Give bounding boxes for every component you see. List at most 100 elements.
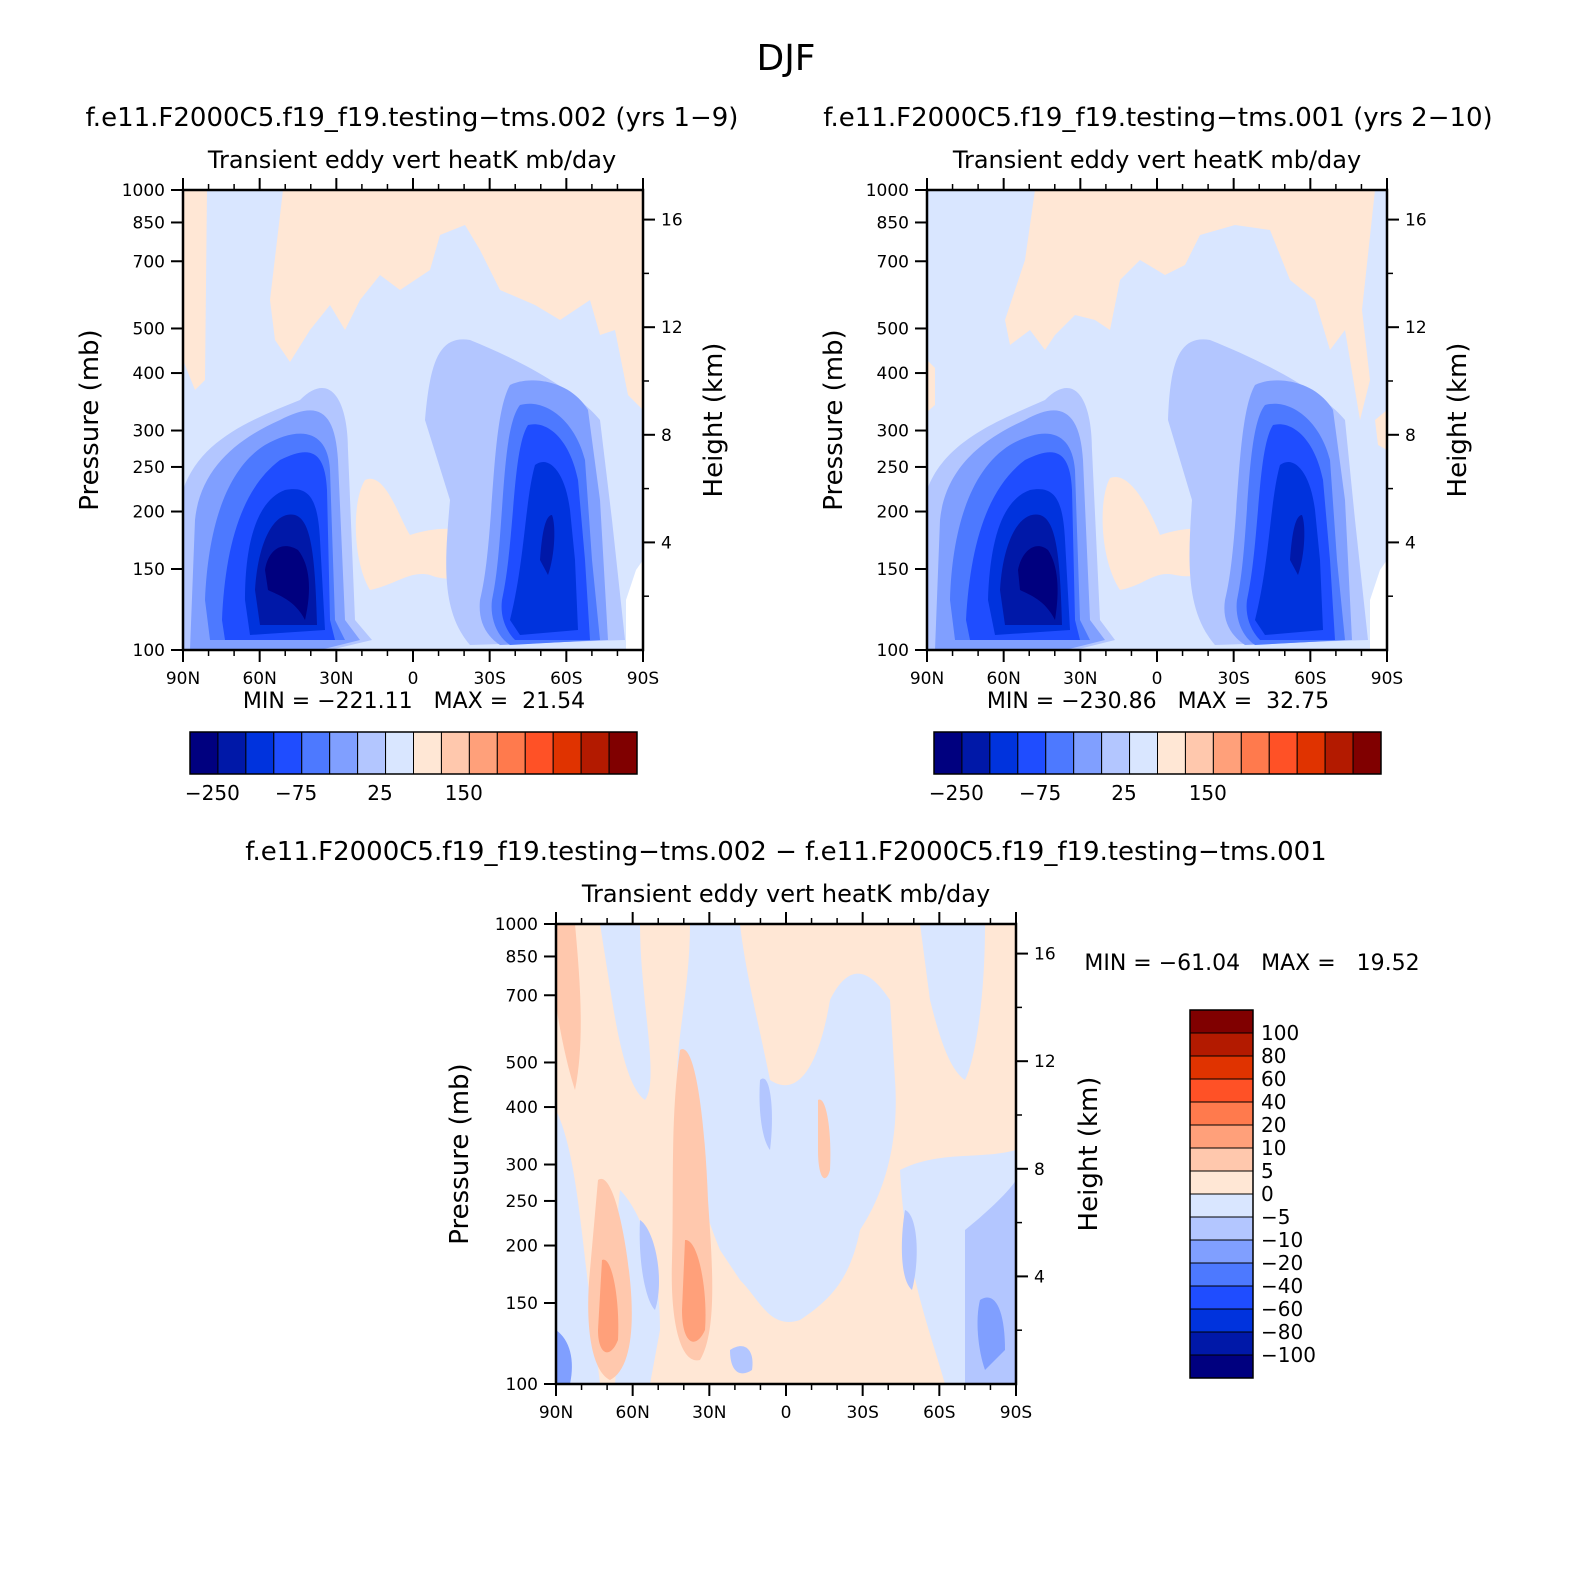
colorbar-swatch: [1189, 1308, 1254, 1333]
case2-axes: 100 150 200 250 300 400 500 700 850 1000 90N 60N 30N…: [866, 178, 1427, 689]
diff-x-tick-label: 0: [781, 1403, 792, 1423]
colorbar-swatch: [1189, 1101, 1254, 1126]
case2-positive-region-upper: [1005, 190, 1375, 420]
case1-y2-tick-label: 12: [661, 318, 683, 338]
case2-positive-region-edge: [1375, 410, 1387, 450]
colorbar-swatch: [989, 731, 1019, 775]
colorbar-swatch: [1189, 1124, 1254, 1149]
colorbar-label: 10: [1261, 1136, 1286, 1160]
colorbar-swatch: [468, 731, 498, 775]
colorbar-swatch: [357, 731, 387, 775]
diff-y-tick-label: 100: [506, 1375, 538, 1395]
case2-sh-jet-contours: [1168, 339, 1368, 645]
diff-y-tick-label: 1000: [495, 915, 538, 935]
colorbar-label: −250: [185, 781, 240, 805]
diff-y2-tick-label: 16: [1034, 945, 1056, 965]
colorbar-swatch: [1189, 1193, 1254, 1218]
colorbar-swatch: [1240, 731, 1270, 775]
colorbar-swatch: [1189, 1331, 1254, 1356]
colorbar-swatch: [273, 731, 303, 775]
case2-case-title: f.e11.F2000C5.f19_f19.testing−tms.001 (y…: [823, 103, 1492, 133]
case1-colorbar: −250 −75 25 150: [185, 731, 638, 805]
case1-positive-region-polar: [183, 190, 207, 390]
case1-plot-title: Transient eddy vert heatK mb/day: [207, 146, 616, 174]
colorbar-swatch: [1189, 1262, 1254, 1287]
case2-y-tick-label: 200: [877, 503, 909, 523]
diff-x-tick-label: 60N: [615, 1403, 649, 1423]
colorbar-swatch: [245, 731, 275, 775]
colorbar-swatch: [1352, 731, 1382, 775]
colorbar-swatch: [1189, 1032, 1254, 1057]
colorbar-swatch: [1268, 731, 1298, 775]
colorbar-swatch: [1045, 731, 1075, 775]
colorbar-swatch: [189, 731, 219, 775]
colorbar-swatch: [608, 731, 638, 775]
colorbar-swatch: [1157, 731, 1186, 775]
colorbar-label: 5: [1261, 1159, 1274, 1183]
diff-y2-tick-label: 8: [1034, 1160, 1045, 1180]
colorbar-label: 20: [1261, 1113, 1286, 1137]
panel-diff: f.e11.F2000C5.f19_f19.testing−tms.002 − …: [245, 837, 1419, 1423]
case2-y-tick-label: 850: [877, 213, 909, 233]
colorbar-label: −100: [1261, 1343, 1316, 1367]
case1-sh-contour-6: [540, 515, 555, 575]
diff-positive-polar: [556, 924, 581, 1090]
case1-sh-jet-contours: [425, 339, 625, 645]
colorbar-swatch: [1184, 731, 1214, 775]
case2-y-tick-label: 300: [877, 422, 909, 442]
case2-x-tick-label: 0: [1152, 669, 1163, 689]
case1-y2-tick-label: 8: [661, 426, 672, 446]
colorbar-swatch: [1212, 731, 1242, 775]
diff-y-tick-label: 300: [506, 1156, 538, 1176]
diff-positive-column-eq: [818, 1099, 831, 1179]
diff-negative-patch-2: [639, 1220, 660, 1310]
case1-missing-data: [626, 560, 643, 650]
colorbar-label: 150: [445, 781, 483, 805]
case2-y-tick-label: 250: [877, 458, 909, 478]
colorbar-swatch: [1189, 1216, 1254, 1241]
diff-y-tick-label: 700: [506, 986, 538, 1006]
case2-x-tick-label: 90S: [1371, 669, 1403, 689]
diff-stronger-negative: [556, 1078, 1016, 1384]
diff-positive-core-60n: [598, 1259, 619, 1353]
colorbar-swatch: [524, 731, 554, 775]
case1-y-tick-label: 850: [133, 213, 165, 233]
colorbar-swatch: [552, 731, 582, 775]
diff-negative-surface-nh: [556, 1330, 572, 1384]
case2-y-tick-label: 1000: [866, 181, 909, 201]
case1-x-tick-label: 90S: [627, 669, 659, 689]
colorbar-label: −10: [1261, 1228, 1303, 1252]
colorbar-swatch: [1324, 731, 1354, 775]
case2-positive-region-polar: [927, 360, 935, 412]
diff-negative-band-1: [600, 924, 651, 1100]
colorbar-label: 150: [1189, 781, 1227, 805]
diff-x-tick-label: 90S: [1000, 1403, 1032, 1423]
colorbar-swatch: [1101, 731, 1131, 775]
colorbar-label: −75: [275, 781, 317, 805]
diff-negative-band-3: [920, 924, 985, 1080]
case1-y-tick-label: 250: [133, 458, 165, 478]
colorbar-swatch: [1189, 1170, 1254, 1195]
diff-x-tick-label: 30N: [692, 1403, 726, 1423]
case1-axes: 100 150 200 250 300 400 500 700 850 1000 90N 60N 30N…: [122, 178, 683, 689]
diff-positive-regions: [556, 924, 831, 1380]
colorbar-swatch: [580, 731, 610, 775]
colorbar-label: −75: [1019, 781, 1061, 805]
case2-sh-contour-5: [1255, 462, 1323, 635]
case2-y2-axis-label: Height (km): [1443, 343, 1473, 498]
diff-minmax: MIN = −61.04 MAX = 19.52: [1084, 951, 1419, 976]
case1-nh-jet-contours: [183, 388, 372, 650]
case1-y-tick-label: 500: [133, 319, 165, 339]
case1-case-title: f.e11.F2000C5.f19_f19.testing−tms.002 (y…: [86, 103, 739, 133]
case1-x-tick-label: 30S: [473, 669, 505, 689]
case2-y-tick-label: 100: [877, 641, 909, 661]
colorbar-label: 25: [1111, 781, 1136, 805]
colorbar-swatch: [933, 731, 963, 775]
colorbar-label: 80: [1261, 1044, 1286, 1068]
case2-x-tick-label: 60S: [1294, 669, 1326, 689]
diff-x-tick-label: 30S: [846, 1403, 878, 1423]
case1-y-tick-label: 100: [133, 641, 165, 661]
case1-y-tick-label: 300: [133, 422, 165, 442]
case1-y-tick-label: 1000: [122, 181, 165, 201]
